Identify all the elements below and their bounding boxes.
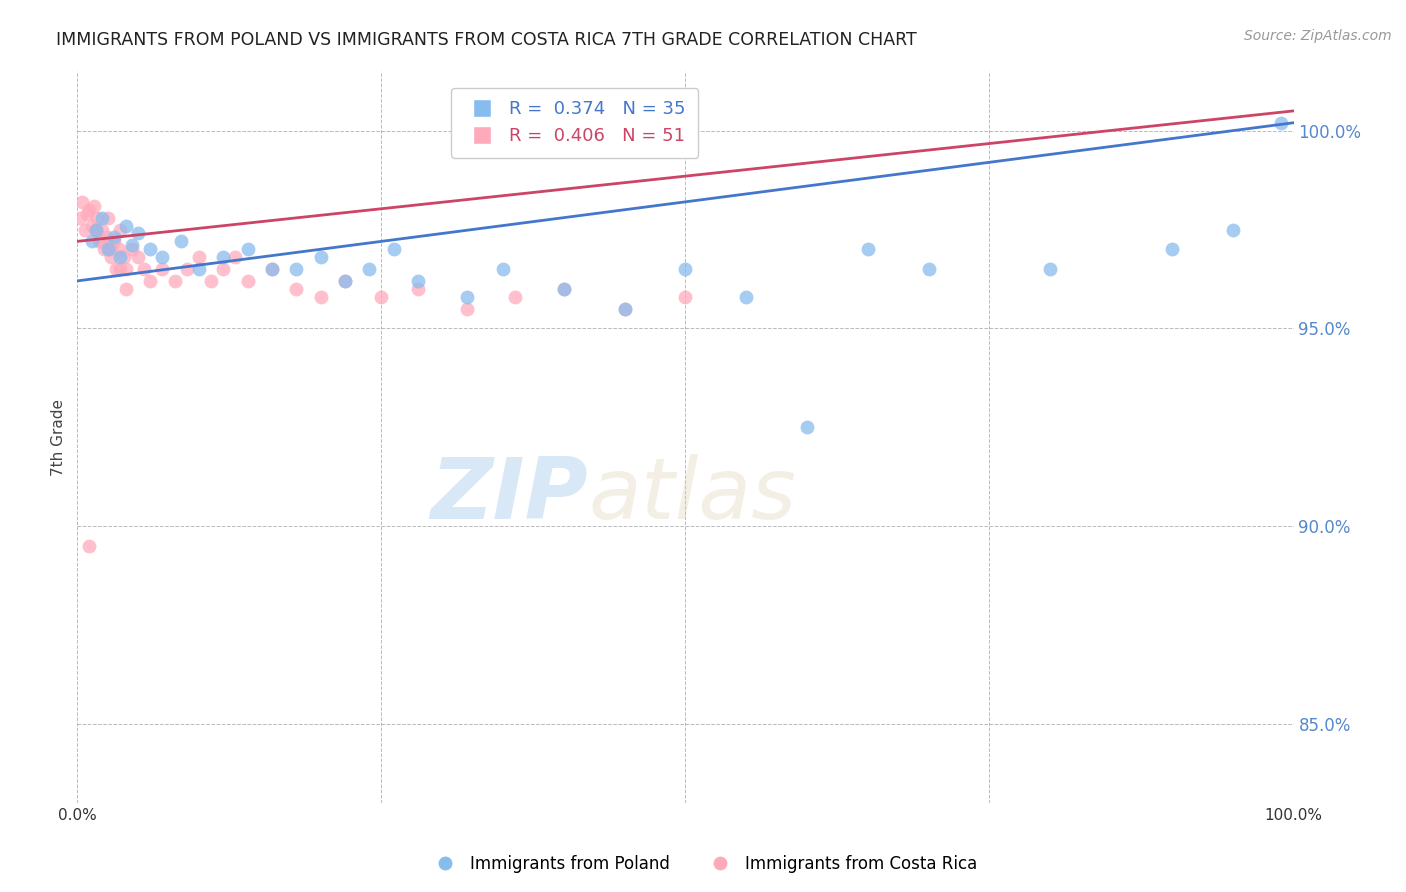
Point bbox=[1270, 116, 1292, 130]
Point bbox=[69, 211, 91, 225]
Point bbox=[1161, 242, 1184, 256]
Point bbox=[115, 282, 138, 296]
Point bbox=[90, 222, 112, 236]
Point bbox=[127, 227, 149, 241]
Point bbox=[134, 262, 156, 277]
Text: Source: ZipAtlas.com: Source: ZipAtlas.com bbox=[1244, 29, 1392, 43]
Point bbox=[260, 262, 283, 277]
Point bbox=[856, 242, 879, 256]
Point bbox=[76, 207, 98, 221]
Point bbox=[675, 262, 697, 277]
Point bbox=[115, 219, 138, 233]
Point bbox=[675, 290, 697, 304]
Point bbox=[112, 250, 135, 264]
Point bbox=[503, 290, 526, 304]
Point bbox=[406, 274, 429, 288]
Point bbox=[79, 539, 101, 553]
Point bbox=[212, 250, 235, 264]
Point bbox=[121, 238, 143, 252]
Legend: R =  0.374   N = 35, R =  0.406   N = 51: R = 0.374 N = 35, R = 0.406 N = 51 bbox=[451, 87, 699, 158]
Point bbox=[1222, 222, 1244, 236]
Point bbox=[370, 290, 392, 304]
Point bbox=[97, 242, 120, 256]
Point bbox=[100, 250, 122, 264]
Point bbox=[176, 262, 198, 277]
Point bbox=[309, 250, 332, 264]
Point bbox=[333, 274, 356, 288]
Point bbox=[188, 262, 211, 277]
Point bbox=[84, 222, 107, 236]
Point bbox=[80, 235, 103, 249]
Point bbox=[139, 274, 162, 288]
Point bbox=[127, 250, 149, 264]
Point bbox=[80, 219, 103, 233]
Point bbox=[285, 262, 308, 277]
Point bbox=[188, 250, 211, 264]
Text: atlas: atlas bbox=[588, 454, 796, 537]
Point bbox=[100, 242, 122, 256]
Point bbox=[107, 242, 129, 256]
Point bbox=[105, 262, 128, 277]
Point bbox=[200, 274, 222, 288]
Point bbox=[553, 282, 575, 296]
Point bbox=[86, 211, 108, 225]
Point bbox=[456, 290, 478, 304]
Point bbox=[492, 262, 515, 277]
Point bbox=[108, 222, 131, 236]
Point bbox=[90, 235, 112, 249]
Point bbox=[93, 242, 115, 256]
Point bbox=[382, 242, 405, 256]
Text: ZIP: ZIP bbox=[430, 454, 588, 537]
Point bbox=[83, 199, 105, 213]
Point bbox=[96, 230, 118, 244]
Point bbox=[163, 274, 186, 288]
Point bbox=[97, 211, 120, 225]
Point bbox=[796, 420, 818, 434]
Point bbox=[90, 211, 112, 225]
Point bbox=[103, 230, 125, 244]
Point bbox=[333, 274, 356, 288]
Point bbox=[97, 242, 120, 256]
Point bbox=[89, 235, 111, 249]
Point bbox=[1039, 262, 1062, 277]
Point bbox=[309, 290, 332, 304]
Point bbox=[456, 301, 478, 316]
Point bbox=[735, 290, 758, 304]
Point bbox=[121, 242, 143, 256]
Point bbox=[170, 235, 193, 249]
Point bbox=[84, 222, 107, 236]
Point bbox=[224, 250, 246, 264]
Point bbox=[108, 250, 131, 264]
Point bbox=[103, 235, 125, 249]
Point bbox=[613, 301, 636, 316]
Text: IMMIGRANTS FROM POLAND VS IMMIGRANTS FROM COSTA RICA 7TH GRADE CORRELATION CHART: IMMIGRANTS FROM POLAND VS IMMIGRANTS FRO… bbox=[56, 31, 917, 49]
Point bbox=[115, 262, 138, 277]
Point bbox=[152, 250, 174, 264]
Point bbox=[108, 262, 131, 277]
Point bbox=[152, 262, 174, 277]
Point bbox=[613, 301, 636, 316]
Point bbox=[918, 262, 941, 277]
Point bbox=[285, 282, 308, 296]
Point bbox=[236, 242, 259, 256]
Point bbox=[359, 262, 381, 277]
Point bbox=[212, 262, 235, 277]
Legend: Immigrants from Poland, Immigrants from Costa Rica: Immigrants from Poland, Immigrants from … bbox=[422, 848, 984, 880]
Point bbox=[73, 222, 96, 236]
Point bbox=[84, 222, 107, 236]
Point bbox=[79, 202, 101, 217]
Point bbox=[139, 242, 162, 256]
Point bbox=[236, 274, 259, 288]
Point bbox=[260, 262, 283, 277]
Point bbox=[406, 282, 429, 296]
Point bbox=[70, 194, 93, 209]
Point bbox=[553, 282, 575, 296]
Y-axis label: 7th Grade: 7th Grade bbox=[51, 399, 66, 475]
